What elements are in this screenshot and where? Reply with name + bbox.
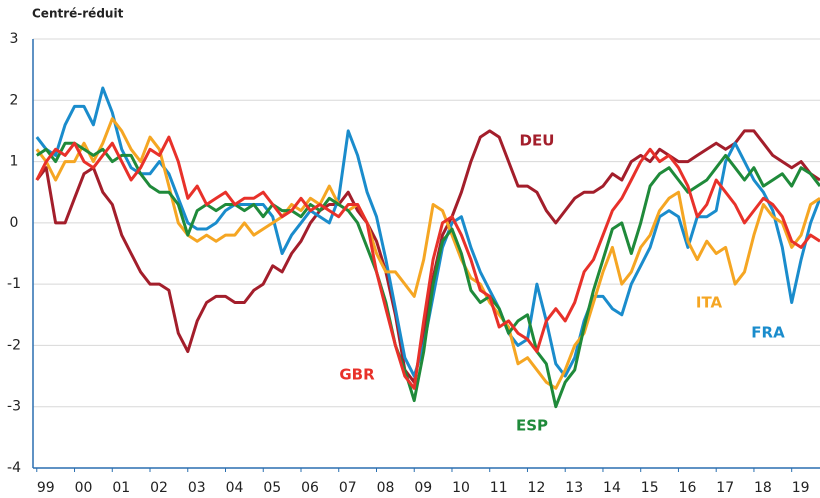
series-line bbox=[35, 141, 820, 409]
x-tick-label: 03 bbox=[188, 480, 206, 496]
x-tick-label: 08 bbox=[377, 480, 395, 496]
x-tick-label: 06 bbox=[301, 480, 319, 496]
x-tick-label: 12 bbox=[528, 480, 546, 496]
x-tick-label: 11 bbox=[490, 480, 508, 496]
y-tick-label: -2 bbox=[7, 337, 21, 353]
y-tick-label: -1 bbox=[7, 276, 21, 292]
series-label: GBR bbox=[339, 366, 375, 384]
x-tick-label: 05 bbox=[263, 480, 281, 496]
x-tick-label: 01 bbox=[112, 480, 130, 496]
x-tick-label: 99 bbox=[37, 480, 55, 496]
x-tick-label: 14 bbox=[603, 480, 621, 496]
y-tick-label: -3 bbox=[7, 399, 21, 415]
series-label: ITA bbox=[696, 294, 723, 312]
series-line bbox=[35, 129, 820, 384]
x-tick-label: 07 bbox=[339, 480, 357, 496]
x-tick-label: 16 bbox=[679, 480, 697, 496]
y-tick-label: 0 bbox=[10, 215, 19, 231]
x-tick-label: 17 bbox=[716, 480, 734, 496]
series-label: ESP bbox=[516, 417, 548, 435]
x-tick-label: 09 bbox=[414, 480, 432, 496]
chart-title: Centré-réduit bbox=[32, 7, 124, 21]
y-tick-label: 1 bbox=[10, 154, 19, 170]
series-line bbox=[35, 117, 820, 390]
x-tick-label: 10 bbox=[452, 480, 470, 496]
series-label: DEU bbox=[520, 132, 555, 150]
x-tick-label: 04 bbox=[226, 480, 244, 496]
x-tick-label: 02 bbox=[150, 480, 168, 496]
series-label: FRA bbox=[751, 324, 785, 342]
y-tick-label: 3 bbox=[10, 31, 19, 47]
y-tick-label: 2 bbox=[10, 92, 19, 108]
x-tick-label: 13 bbox=[565, 480, 583, 496]
y-tick-label: -4 bbox=[7, 460, 21, 476]
x-tick-label: 00 bbox=[75, 480, 93, 496]
x-tick-label: 18 bbox=[754, 480, 772, 496]
x-tick-label: 15 bbox=[641, 480, 659, 496]
x-tick-label: 19 bbox=[792, 480, 810, 496]
series-line bbox=[35, 135, 820, 390]
